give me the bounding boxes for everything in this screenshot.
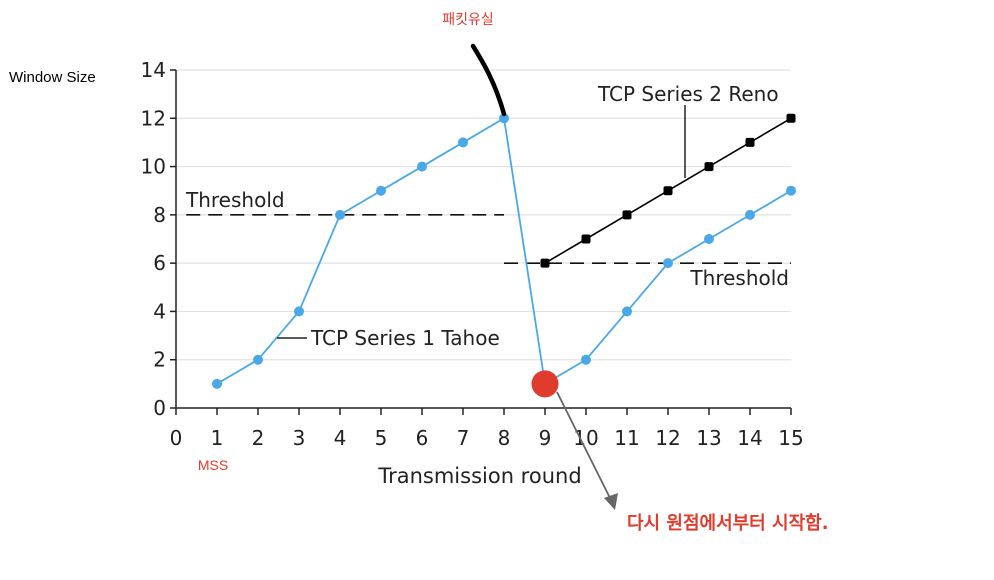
series-label-tahoe: TCP Series 1 Tahoe xyxy=(310,326,500,350)
series-1-point-7 xyxy=(458,137,468,148)
series-1-point-11 xyxy=(622,306,632,317)
y-tick-label-2: 2 xyxy=(153,348,166,372)
x-tick-label-1: 1 xyxy=(211,426,224,450)
x-tick-label-11: 11 xyxy=(614,426,639,450)
restart-annotation xyxy=(556,391,618,510)
series-1-point-12 xyxy=(663,258,673,269)
x-tick-label-8: 8 xyxy=(498,426,511,450)
x-tick-label-13: 13 xyxy=(696,426,721,450)
series-1-point-13 xyxy=(704,234,714,244)
x-tick-label-9: 9 xyxy=(539,426,552,450)
threshold-lines xyxy=(186,214,791,264)
x-tick-label-3: 3 xyxy=(293,426,306,450)
series-1-point-6 xyxy=(417,161,427,172)
y-tick-label-10: 10 xyxy=(141,155,166,179)
y-tick-label-4: 4 xyxy=(153,299,166,323)
x-tick-label-5: 5 xyxy=(375,426,388,450)
series-1-point-8 xyxy=(499,113,509,124)
x-tick-label-2: 2 xyxy=(252,426,265,450)
restart-arrow-head xyxy=(604,493,618,510)
series-label-reno: TCP Series 2 Reno xyxy=(597,82,779,106)
series-2-point-6 xyxy=(745,137,755,147)
x-unit-label: MSS xyxy=(198,457,228,473)
y-tick-label-12: 12 xyxy=(141,106,166,130)
y-tick-label-6: 6 xyxy=(153,251,166,275)
series-1-point-15 xyxy=(786,185,796,196)
y-axis-label: Window Size xyxy=(9,69,96,86)
x-tick-label-4: 4 xyxy=(334,426,347,450)
x-tick-label-0: 0 xyxy=(170,426,183,450)
series-1-point-1 xyxy=(212,378,222,389)
series-1-point-14 xyxy=(745,209,755,220)
restart-marker xyxy=(531,370,559,398)
series-1-point-10 xyxy=(581,354,591,365)
threshold-label-2: Threshold xyxy=(689,266,789,290)
x-tick-label-7: 7 xyxy=(457,426,470,450)
x-tick-label-12: 12 xyxy=(655,426,680,450)
series-line-1 xyxy=(216,116,792,386)
x-tick-label-15: 15 xyxy=(778,426,803,450)
series-1-point-2 xyxy=(253,354,263,365)
series-2-point-5 xyxy=(704,162,714,172)
x-tick-label-10: 10 xyxy=(573,426,598,450)
y-tick-label-8: 8 xyxy=(153,203,166,227)
series-1-point-4 xyxy=(335,209,345,220)
series-2-point-7 xyxy=(786,113,796,123)
axes xyxy=(170,69,792,415)
series-2-point-3 xyxy=(622,210,632,220)
y-tick-label-0: 0 xyxy=(153,396,166,420)
restart-label: 다시 원점에서부터 시작함. xyxy=(627,512,829,534)
packet-loss-label: 패킷유실 xyxy=(442,11,494,27)
series-1-point-3 xyxy=(294,306,304,317)
packet-loss-pointer xyxy=(470,43,507,117)
restart-arrow-shaft xyxy=(556,391,612,501)
x-axis-label: Transmission round xyxy=(377,464,581,488)
series-1-point-5 xyxy=(376,185,386,196)
series-2-point-2 xyxy=(581,234,591,244)
series-layer xyxy=(212,113,796,398)
threshold-label-1: Threshold xyxy=(185,188,285,212)
series-2-point-1 xyxy=(540,258,550,268)
y-tick-label-14: 14 xyxy=(141,58,166,82)
series-2-point-4 xyxy=(663,186,673,196)
x-tick-label-14: 14 xyxy=(737,426,762,450)
x-tick-label-6: 6 xyxy=(416,426,429,450)
